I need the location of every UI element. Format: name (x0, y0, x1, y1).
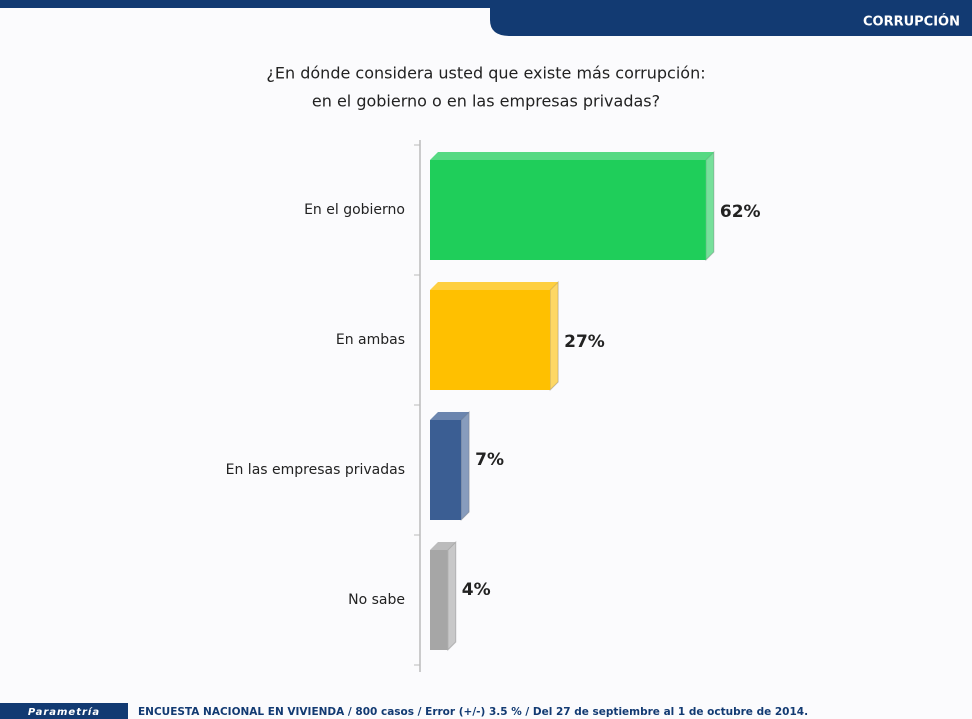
header-band (0, 0, 972, 8)
category-label: En el gobierno (304, 202, 405, 218)
value-label: 7% (475, 450, 504, 470)
footer-note: ENCUESTA NACIONAL EN VIVIENDA / 800 caso… (138, 706, 808, 718)
bar-side (550, 282, 558, 390)
value-label: 27% (564, 332, 605, 352)
category-label: No sabe (348, 592, 405, 608)
bar-side (461, 412, 469, 520)
chart-title: en el gobierno o en las empresas privada… (312, 92, 660, 111)
bar-top (430, 282, 558, 290)
value-label: 4% (462, 580, 491, 600)
section-title: CORRUPCIÓN (863, 14, 960, 30)
bar-top (430, 152, 714, 160)
value-label: 62% (720, 202, 761, 222)
chart-title: ¿En dónde considera usted que existe más… (266, 64, 705, 83)
bar (430, 160, 706, 260)
category-label: En ambas (336, 332, 405, 348)
bar (430, 420, 461, 520)
page: CORRUPCIÓN ¿En dónde considera usted que… (0, 0, 972, 719)
bar-side (706, 152, 714, 260)
bar (430, 290, 550, 390)
bar (430, 550, 448, 650)
bar-side (448, 542, 456, 650)
category-label: En las empresas privadas (226, 462, 405, 478)
brand: Parametría (28, 706, 100, 718)
